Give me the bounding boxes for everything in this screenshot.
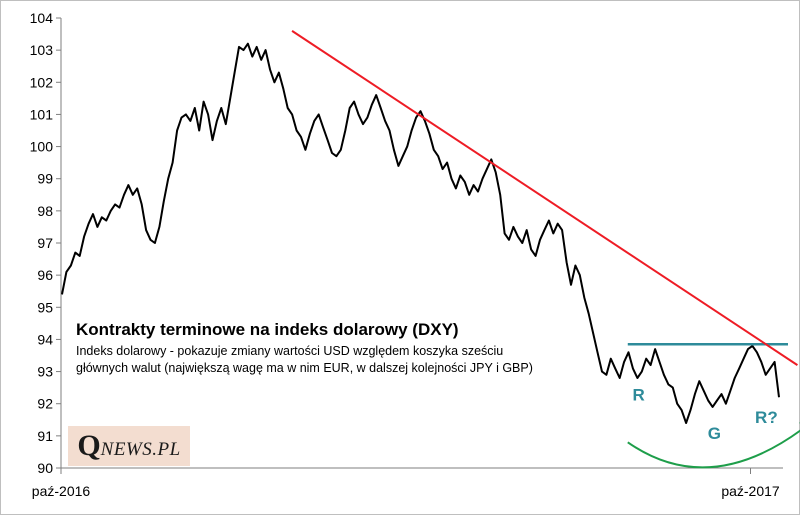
y-tick-label: 92 xyxy=(37,396,53,412)
chart-title: Kontrakty terminowe na indeks dolarowy (… xyxy=(76,320,459,339)
chart-title-box: Kontrakty terminowe na indeks dolarowy (… xyxy=(76,319,546,377)
pattern-label-2: G xyxy=(708,424,721,443)
pattern-label-1: R xyxy=(632,386,644,405)
inverse-head-shoulders-arc xyxy=(627,429,800,469)
y-tick-label: 93 xyxy=(37,364,53,380)
qnews-logo: Q NEWS.PL xyxy=(68,426,190,466)
y-tick-label: 100 xyxy=(30,139,54,155)
logo-text: NEWS.PL xyxy=(100,438,181,460)
y-tick-label: 98 xyxy=(37,203,53,219)
y-tick-label: 97 xyxy=(37,235,53,251)
dxy-series-line xyxy=(61,42,780,424)
y-tick-label: 102 xyxy=(30,74,54,90)
y-tick-label: 99 xyxy=(37,171,53,187)
y-tick-label: 91 xyxy=(37,428,53,444)
y-tick-label: 94 xyxy=(37,331,53,347)
y-tick-label: 90 xyxy=(37,460,53,476)
y-tick-label: 101 xyxy=(30,106,54,122)
x-tick-label: paź-2016 xyxy=(32,483,91,499)
y-tick-label: 103 xyxy=(30,42,54,58)
pattern-label-3: R? xyxy=(755,408,778,427)
y-tick-label: 96 xyxy=(37,267,53,283)
x-tick-label: paź-2017 xyxy=(721,483,780,499)
y-tick-label: 95 xyxy=(37,299,53,315)
downtrend-line xyxy=(291,30,798,366)
chart-subtitle: Indeks dolarowy - pokazuje zmiany wartoś… xyxy=(76,344,533,375)
logo-letter-q: Q xyxy=(77,429,101,462)
y-tick-label: 104 xyxy=(30,10,54,26)
